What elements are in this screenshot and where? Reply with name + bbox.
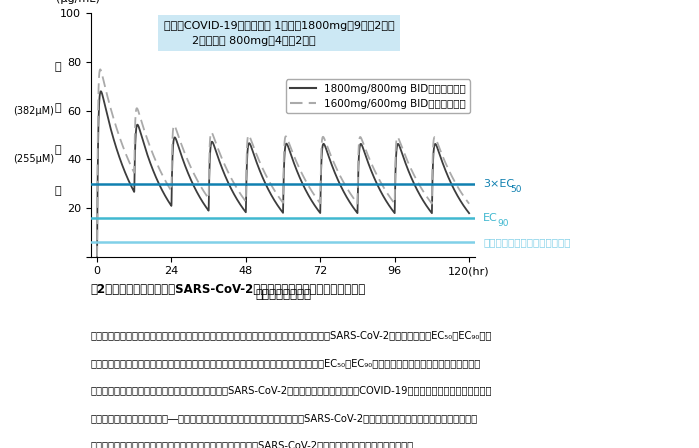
Text: EC: EC — [483, 213, 498, 223]
Text: 濃: 濃 — [55, 145, 62, 155]
Text: (255μM): (255μM) — [13, 155, 55, 164]
Text: 初回投与後の時間: 初回投与後の時間 — [255, 288, 311, 301]
Text: 度: 度 — [55, 186, 62, 196]
Text: インフルエンザ治療量服用時のファビピラビルの血中濃度の推移と，ファビピラビルの抜SARS-CoV-2活性を示した。EC₅₀とEC₉₀は，: インフルエンザ治療量服用時のファビピラビルの血中濃度の推移と，ファビピラビルの抜… — [91, 331, 492, 340]
Text: 血: 血 — [55, 62, 62, 72]
Text: 3×EC: 3×EC — [483, 179, 514, 189]
Text: 50: 50 — [511, 185, 522, 194]
Text: 感染研が測定に用いた最高濃度: 感染研が測定に用いた最高濃度 — [483, 237, 570, 247]
Text: は既存薬ファビピラビルの血中濃度の推移の情報とSARS-CoV-2に対する薬効の情報から，COVID-19に有効な可能性があるとみて，: は既存薬ファビピラビルの血中濃度の推移の情報とSARS-CoV-2に対する薬効の… — [91, 385, 492, 396]
Text: (μg/mL): (μg/mL) — [56, 0, 100, 4]
Text: ンザ治療量服用時の血中最低濃度トラフ値に達しない濃度で，SARS-CoV-2に対する活性の有無の判断がされた: ンザ治療量服用時の血中最低濃度トラフ値に達しない濃度で，SARS-CoV-2に対… — [91, 440, 414, 448]
Text: 臨床試験を行った。水色線（―）は感染研が増殖抑制法でファビピラビルの抜SARS-CoV-2活性の測定を行った最高濃度。インフルエ: 臨床試験を行った。水色線（―）は感染研が増殖抑制法でファビピラビルの抜SARS-… — [91, 413, 478, 423]
Text: 90: 90 — [498, 219, 509, 228]
Text: 図2　ファビピラビルの抜SARS-CoV-2活性と血中動態からの有効性の根拠: 図2 ファビピラビルの抜SARS-CoV-2活性と血中動態からの有効性の根拠 — [91, 284, 366, 297]
Legend: 1800mg/800mg BID群（米国人）, 1600mg/600mg BID群（日本人）: 1800mg/800mg BID群（米国人）, 1600mg/600mg BID… — [286, 79, 470, 113]
Text: ウイルス増殖を５０％と９０％に抑制する濃度。薬剤の血中濃度の推移（薬物動態）とEC₅₀とEC₉₀を用いて，薬効の予測ができる。中国で: ウイルス増殖を５０％と９０％に抑制する濃度。薬剤の血中濃度の推移（薬物動態）とE… — [91, 358, 481, 368]
Text: (382μM): (382μM) — [13, 106, 55, 116]
Text: 中: 中 — [55, 103, 62, 113]
Text: 日本のCOVID-19治療量は， 1日目は1800mg（9錢を2回）
        2日以降は 800mg（4錢を2回）: 日本のCOVID-19治療量は， 1日目は1800mg（9錢を2回） 2日以降は… — [164, 21, 394, 46]
